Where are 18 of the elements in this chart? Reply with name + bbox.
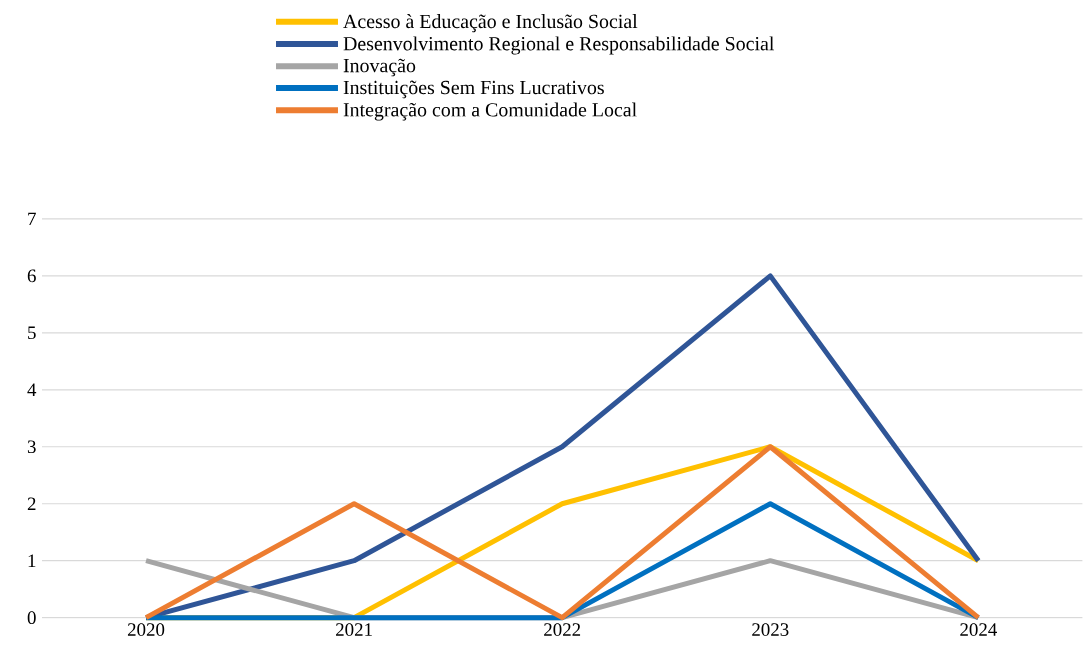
y-tick-label: 5 [28,326,36,340]
x-tick-label: 2024 [960,623,997,637]
y-tick-label: 0 [27,611,36,625]
y-tick-label: 7 [28,212,36,226]
legend-label: Integração com a Comunidade Local [343,102,637,121]
y-tick-label: 6 [27,269,36,283]
x-tick-label: 2020 [127,623,165,637]
legend-label: Inovação [343,58,416,77]
y-tick-label: 1 [28,554,36,568]
x-tick-label: 2021 [336,623,372,637]
y-tick-label: 2 [27,497,36,511]
x-tick-label: 2022 [544,623,581,637]
legend-label: Acesso à Educação e Inclusão Social [343,14,638,33]
legend-label: Instituições Sem Fins Lucrativos [343,80,604,99]
legend-label: Desenvolvimento Regional e Responsabilidade Social [343,36,775,55]
y-tick-label: 4 [27,383,37,397]
x-tick-label: 2023 [752,623,789,637]
y-tick-label: 3 [27,440,36,454]
